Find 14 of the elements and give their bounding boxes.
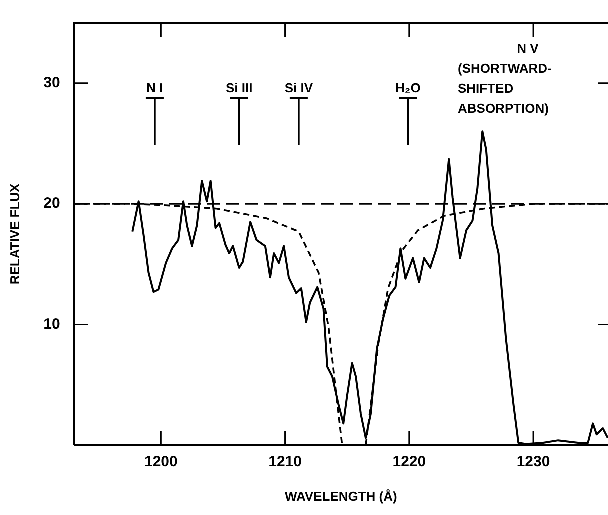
ref-line-label: N I — [146, 80, 164, 96]
y-axis-title: RELATIVE FLUX — [7, 183, 22, 285]
x-tick-label: 1220 — [392, 454, 426, 471]
x-tick-label: 1210 — [268, 454, 302, 471]
x-tick-label: 1200 — [144, 454, 178, 471]
y-tick-label: 10 — [44, 316, 60, 333]
y-tick-label: 30 — [44, 74, 60, 92]
y-tick-label: 20 — [44, 195, 60, 212]
ref-line-label: H₂O — [396, 80, 421, 96]
ref-line-label: Si IV — [284, 80, 314, 96]
annotation: N V (SHORTWARD- SHIFTED ABSORPTION) — [458, 41, 552, 116]
ref-line-label: Si III — [226, 80, 253, 96]
x-tick-label: 1230 — [516, 454, 550, 471]
x-axis-title: WAVELENGTH (Å) — [284, 488, 398, 504]
